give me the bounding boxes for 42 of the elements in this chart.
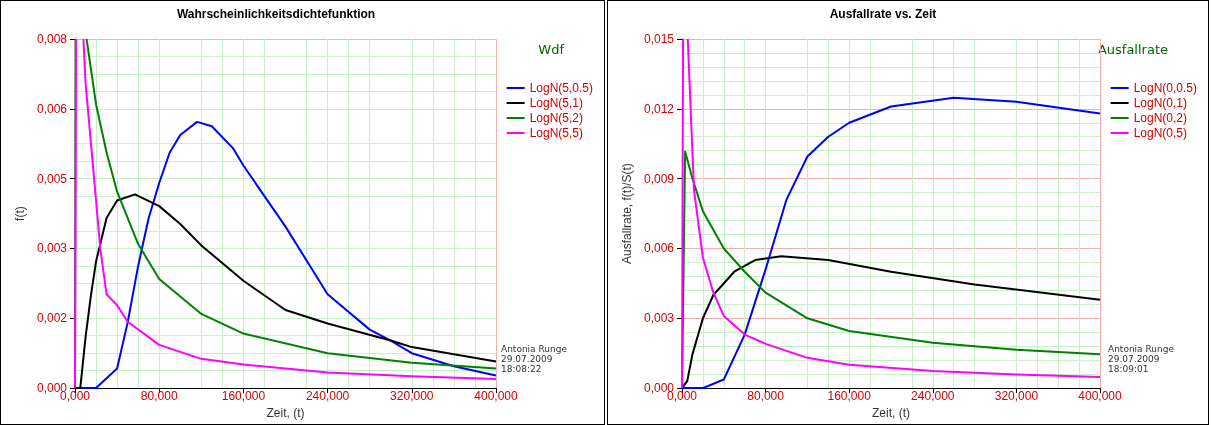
text: 29.07.2009 xyxy=(501,353,553,364)
x-tick-label: 320,000 xyxy=(994,389,1039,404)
x-tick-label: 240,000 xyxy=(911,389,955,404)
legend-title: Ausfallrate xyxy=(1097,42,1168,57)
y-axis-title: f(t) xyxy=(13,206,28,221)
x-tick-label: 160,000 xyxy=(221,389,266,404)
x-tick-label: 80,000 xyxy=(747,389,785,404)
y-tick-label: 0,006 xyxy=(643,241,675,256)
y-axis-title: Ausfallrate, f(t)/S(t) xyxy=(620,163,635,264)
x-tick-label: 320,000 xyxy=(390,389,434,404)
chart-title: Ausfallrate vs. Zeit xyxy=(829,7,937,21)
y-tick-label: 0,003 xyxy=(643,311,675,326)
text: Antonia Runge xyxy=(501,343,568,354)
x-tick-label: 400,000 xyxy=(474,389,519,404)
legend-label: LogN(5,2) xyxy=(529,111,584,125)
x-tick-label: 240,000 xyxy=(305,389,350,404)
x-tick-label: 80,000 xyxy=(140,389,178,404)
legend-title: Wdf xyxy=(538,42,565,57)
legend-label: LogN(5,5) xyxy=(529,126,584,140)
y-tick-label: 0,005 xyxy=(36,171,68,186)
legend-label: LogN(0,2) xyxy=(1133,111,1188,125)
x-tick-label: 160,000 xyxy=(827,389,872,404)
y-tick-label: 0,009 xyxy=(643,171,675,186)
y-tick-label: 0,003 xyxy=(36,241,68,256)
chart-title: Wahrscheinlichkeitsdichtefunktion xyxy=(176,7,376,21)
legend-label: LogN(0,5) xyxy=(1133,126,1188,140)
x-axis-title: Zeit, (t) xyxy=(872,406,910,420)
legend-label: LogN(0,0.5) xyxy=(1133,81,1198,95)
text: 18:09:01 xyxy=(1108,363,1149,374)
y-tick-label: 0,015 xyxy=(643,32,675,46)
x-axis-title: Zeit, (t) xyxy=(266,406,305,420)
text: 18:08:22 xyxy=(501,363,542,374)
y-tick-label: 0,012 xyxy=(643,101,675,116)
y-tick-label: 0,008 xyxy=(36,32,68,46)
legend-label: LogN(5,0.5) xyxy=(529,81,594,95)
y-tick-label: 0,006 xyxy=(36,101,68,116)
y-tick-label: 0,002 xyxy=(36,311,68,326)
legend-label: LogN(5,1) xyxy=(529,96,584,110)
x-tick-label: 400,000 xyxy=(1078,389,1123,404)
legend-label: LogN(0,1) xyxy=(1133,96,1188,110)
text: Antonia Runge xyxy=(1108,343,1175,354)
text: 29.07.2009 xyxy=(1108,353,1160,364)
